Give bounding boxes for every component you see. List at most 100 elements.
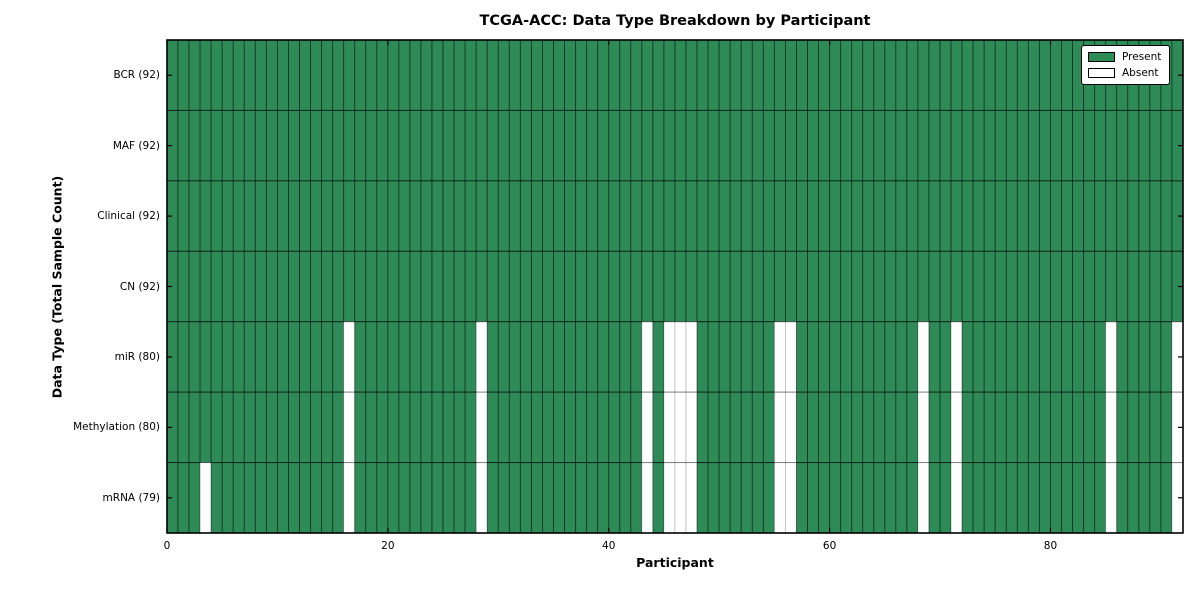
heatmap-cell — [299, 180, 312, 252]
heatmap-cell — [597, 462, 610, 534]
heatmap-cell — [608, 462, 621, 534]
heatmap-cell — [530, 109, 543, 182]
heatmap-cell — [486, 462, 499, 534]
heatmap-cell — [729, 462, 742, 534]
heatmap-cell — [1138, 109, 1151, 182]
heatmap-cell — [685, 391, 698, 464]
heatmap-cell — [773, 180, 786, 252]
heatmap-cell — [409, 462, 422, 534]
heatmap-cell — [453, 39, 466, 111]
heatmap-cell — [508, 180, 521, 252]
heatmap-cell — [221, 180, 234, 252]
heatmap-cell — [762, 462, 775, 534]
heatmap-cell — [310, 321, 323, 393]
heatmap-cell — [784, 321, 797, 393]
heatmap-cell — [497, 109, 510, 182]
heatmap-cell — [376, 180, 389, 252]
heatmap-cell — [917, 391, 930, 464]
heatmap-cell — [321, 321, 334, 393]
heatmap-cell — [685, 39, 698, 111]
heatmap-cell — [464, 250, 477, 323]
heatmap-cell — [851, 250, 864, 323]
heatmap-cell — [508, 391, 521, 464]
heatmap-cell — [718, 180, 731, 252]
heatmap-cell — [1105, 321, 1118, 393]
heatmap-cell — [387, 250, 400, 323]
heatmap-cell — [1138, 180, 1151, 252]
heatmap-cell — [1038, 180, 1051, 252]
heatmap-cell — [177, 39, 190, 111]
heatmap-cell — [608, 180, 621, 252]
heatmap-cell — [928, 180, 941, 252]
heatmap-cell — [1038, 39, 1051, 111]
heatmap-cell — [354, 39, 367, 111]
heatmap-cell — [232, 321, 245, 393]
heatmap-cell — [851, 321, 864, 393]
legend-item-absent: Absent — [1088, 67, 1161, 79]
heatmap-cell — [873, 462, 886, 534]
heatmap-cell — [1050, 250, 1062, 323]
heatmap-cell — [530, 39, 543, 111]
heatmap-cell — [575, 39, 588, 111]
heatmap-cell — [1083, 462, 1096, 534]
heatmap-cell — [1127, 180, 1140, 252]
heatmap-cell — [928, 250, 941, 323]
heatmap-cell — [1072, 391, 1085, 464]
heatmap-cell — [288, 321, 300, 393]
heatmap-cell — [796, 462, 808, 534]
heatmap-cell — [232, 250, 245, 323]
heatmap-cell — [784, 391, 797, 464]
heatmap-cell — [807, 462, 820, 534]
heatmap-cell — [961, 250, 974, 323]
heatmap-cell — [917, 109, 930, 182]
heatmap-cell — [1027, 391, 1040, 464]
heatmap-cell — [486, 250, 499, 323]
heatmap-cell — [939, 250, 952, 323]
heatmap-cell — [851, 39, 864, 111]
heatmap-cell — [1061, 391, 1074, 464]
heatmap-cell — [906, 180, 919, 252]
heatmap-cell — [718, 462, 731, 534]
heatmap-cell — [917, 39, 930, 111]
x-tick-label: 80 — [1043, 540, 1058, 552]
heatmap-cell — [365, 321, 378, 393]
heatmap-cell — [486, 321, 499, 393]
heatmap-cell — [851, 180, 864, 252]
heatmap-cell — [497, 462, 510, 534]
heatmap-cell — [486, 391, 499, 464]
heatmap-cell — [1116, 391, 1129, 464]
heatmap-cell — [1160, 391, 1173, 464]
heatmap-cell — [608, 109, 621, 182]
heatmap-cell — [674, 180, 687, 252]
heatmap-cell — [475, 462, 488, 534]
heatmap-cell — [188, 462, 201, 534]
heatmap-cell — [508, 109, 521, 182]
heatmap-cell — [917, 462, 930, 534]
heatmap-cell — [464, 109, 477, 182]
heatmap-cell — [641, 391, 654, 464]
heatmap-cell — [332, 462, 345, 534]
heatmap-cell — [740, 250, 753, 323]
heatmap-cell — [1160, 462, 1173, 534]
heatmap-cell — [729, 109, 742, 182]
heatmap-cell — [288, 391, 300, 464]
heatmap-cell — [288, 39, 300, 111]
heatmap-cell — [707, 39, 720, 111]
heatmap-cell — [1050, 321, 1062, 393]
heatmap-cell — [1094, 321, 1107, 393]
heatmap-cell — [299, 391, 312, 464]
heatmap-cell — [630, 321, 643, 393]
heatmap-cell — [332, 391, 345, 464]
heatmap-cell — [354, 321, 367, 393]
heatmap-cell — [453, 391, 466, 464]
heatmap-cell — [917, 250, 930, 323]
heatmap-cell — [1027, 39, 1040, 111]
heatmap-cell — [884, 109, 897, 182]
heatmap-cell — [641, 180, 654, 252]
heatmap-cell — [221, 391, 234, 464]
heatmap-cell — [1005, 250, 1018, 323]
heatmap-cell — [365, 180, 378, 252]
heatmap-cell — [597, 109, 610, 182]
heatmap-cell — [354, 180, 367, 252]
heatmap-cell — [829, 250, 842, 323]
